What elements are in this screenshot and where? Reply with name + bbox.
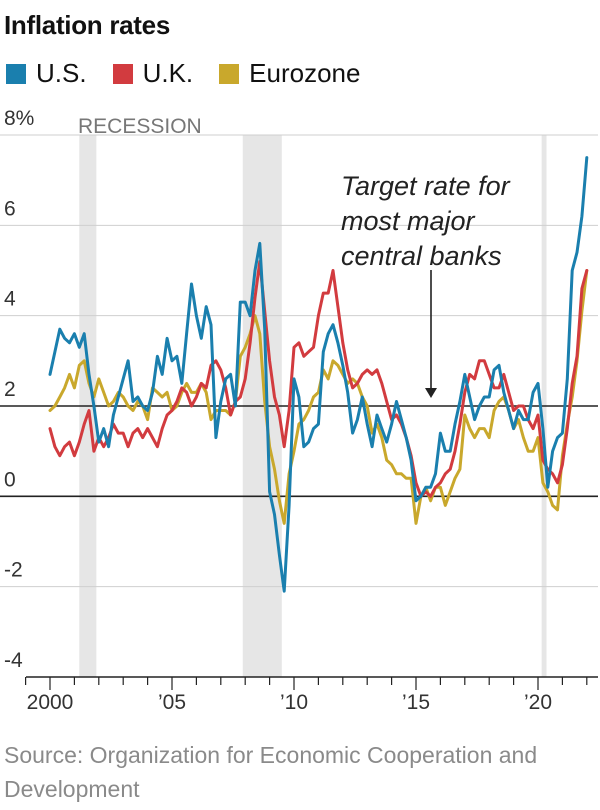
annotation-line: Target rate for bbox=[341, 171, 511, 201]
source-note: Source: Organization for Economic Cooper… bbox=[4, 742, 538, 802]
x-tick-label: ’05 bbox=[158, 691, 186, 714]
legend-swatch-us bbox=[6, 63, 26, 84]
y-tick-label: 8% bbox=[4, 107, 34, 130]
y-tick-label: 6 bbox=[4, 197, 16, 220]
y-tick-label: 4 bbox=[4, 288, 16, 311]
y-tick-label: 2 bbox=[4, 378, 16, 401]
legend-label-uk: U.K. bbox=[142, 58, 194, 88]
x-tick-label: ’10 bbox=[280, 691, 308, 714]
chart-title: Inflation rates bbox=[4, 10, 170, 40]
legend-item-eurozone: Eurozone bbox=[219, 58, 360, 89]
legend-swatch-uk bbox=[112, 63, 133, 84]
inflation-line-chart: 8% 6 4 2 0 -2 -4 RECESSION 2000 ’05 ’10 ’15 ’20 Targe… bbox=[0, 107, 598, 714]
legend-item-uk: U.K. bbox=[112, 58, 194, 89]
legend-swatch-eurozone bbox=[219, 63, 240, 84]
y-tick-label: -4 bbox=[4, 649, 23, 672]
x-tick-label: 2000 bbox=[27, 691, 74, 714]
series-line-us bbox=[48, 156, 589, 593]
x-tick-label: ’15 bbox=[402, 691, 430, 714]
y-tick-label: 0 bbox=[4, 468, 16, 491]
recession-label: RECESSION bbox=[78, 115, 202, 138]
y-tick-label: -2 bbox=[4, 559, 23, 582]
annotation-arrow-head bbox=[425, 388, 437, 398]
annotation-line: central banks bbox=[341, 241, 502, 271]
legend-label-us: U.S. bbox=[36, 58, 87, 88]
series-line-uk bbox=[48, 260, 589, 498]
annotation-line: most major bbox=[341, 206, 476, 236]
legend: U.S. U.K. Eurozone bbox=[6, 58, 360, 89]
legend-item-us: U.S. bbox=[6, 58, 87, 89]
legend-label-eurozone: Eurozone bbox=[249, 58, 361, 88]
x-tick-label: ’20 bbox=[524, 691, 552, 714]
